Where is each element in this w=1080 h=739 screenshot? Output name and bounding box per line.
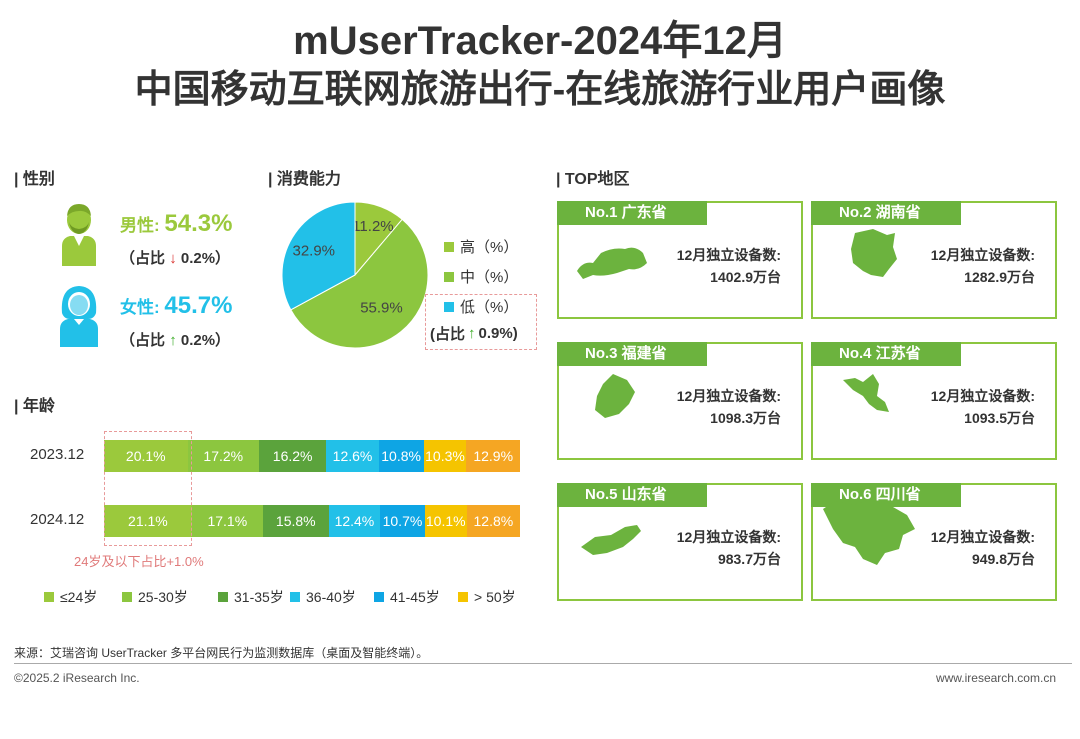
arrow-down-icon: ↓ [169, 250, 177, 267]
source-note: 来源：艾瑞咨询 UserTracker 多平台网民行为监测数据库（桌面及智能终端… [14, 646, 429, 660]
section-gender: | 性别 [14, 171, 55, 188]
age-bar-segment: 17.1% [191, 505, 263, 537]
region-rank-tag: No.3 福建省 [557, 342, 707, 366]
low-change-note: (占比 ↑ 0.9%) [430, 325, 518, 343]
region-metric-label: 12月独立设备数: [676, 388, 781, 404]
region-metric-label: 12月独立设备数: [930, 388, 1035, 404]
female-change: （占比 ↑ 0.2%） [120, 332, 231, 349]
region-card: No.1 广东省 12月独立设备数: 1402.9万台 [557, 201, 803, 319]
region-rank-tag: No.1 广东省 [557, 201, 707, 225]
age-legend: ≤24岁 25-30岁 31-35岁 36-40岁 41-45岁 > 50岁 [44, 587, 544, 607]
page-title: mUserTracker-2024年12月 [293, 19, 787, 63]
region-metric-value: 1402.9万台 [710, 269, 781, 285]
age-bar-segment: 12.4% [328, 505, 381, 537]
age-legend-item: > 50岁 [458, 587, 516, 607]
region-metric-label: 12月独立设备数: [930, 247, 1035, 263]
age-bar-segment: 10.8% [378, 440, 424, 472]
region-rank-tag: No.4 江苏省 [811, 342, 961, 366]
female-label: 女性: 45.7% [120, 292, 233, 319]
male-change: （占比 ↓ 0.2%） [120, 250, 231, 267]
age-bar-segment: 10.1% [424, 505, 467, 537]
pie-slice-mid [290, 218, 429, 349]
region-metric-value: 983.7万台 [717, 551, 781, 567]
arrow-up-icon: ↑ [169, 332, 177, 349]
footer-divider [14, 663, 1072, 664]
age-bar-segment: 12.8% [466, 505, 520, 537]
female-icon [60, 286, 98, 347]
pie-slice-low-label: 32.9% [292, 242, 335, 259]
pie-slice-high-label: 11.2% [352, 218, 393, 235]
section-age: | 年龄 [14, 398, 55, 415]
pie-slice-low [281, 201, 356, 311]
legend-mid: 中（%） [444, 266, 518, 287]
male-label: 男性: 54.3% [120, 210, 233, 237]
age-legend-item: 25-30岁 [122, 587, 188, 607]
region-metric-value: 1098.3万台 [710, 410, 781, 426]
age-row-label-2023: 2023.12 [30, 446, 85, 463]
region-metric-value: 949.8万台 [971, 551, 1035, 567]
age-bar-row: 20.1% 17.2% 16.2% 12.6% 10.8% 10.3% 12.9% [104, 440, 520, 472]
province-map-icon [851, 229, 897, 277]
age-legend-item: ≤24岁 [44, 587, 97, 607]
section-top-regions: | TOP地区 [556, 171, 630, 188]
age-legend-item: 31-35岁 [218, 587, 284, 607]
pie-slice-mid-label: 55.9% [360, 300, 403, 317]
age-bar-segment: 12.6% [326, 440, 379, 472]
region-card: No.6 四川省 12月独立设备数: 949.8万台 [811, 483, 1057, 601]
age-change-note: 24岁及以下占比+1.0% [74, 554, 204, 569]
region-card: No.5 山东省 12月独立设备数: 983.7万台 [557, 483, 803, 601]
age-bar-segment: 17.2% [187, 440, 259, 472]
region-metric-label: 12月独立设备数: [930, 529, 1035, 545]
age-bar-row: 21.1% 17.1% 15.8% 12.4% 10.7% 10.1% 12.8% [104, 505, 520, 537]
low-highlight-box [425, 294, 537, 350]
province-map-icon [823, 499, 915, 565]
province-map-icon [577, 247, 647, 279]
age-bar-segment: 15.8% [262, 505, 329, 537]
age-bar-segment: 20.1% [104, 440, 188, 472]
region-card: No.2 湖南省 12月独立设备数: 1282.9万台 [811, 201, 1057, 319]
region-card: No.4 江苏省 12月独立设备数: 1093.5万台 [811, 342, 1057, 460]
page-subtitle: 中国移动互联网旅游出行-在线旅游行业用户画像 [134, 69, 946, 111]
age-bar-segment: 16.2% [259, 440, 327, 472]
age-bar-segment: 10.7% [380, 505, 425, 537]
province-map-icon [595, 374, 635, 418]
region-metric-value: 1093.5万台 [964, 410, 1035, 426]
male-value: 54.3% [164, 210, 233, 237]
arrow-up-icon: ↑ [468, 325, 476, 342]
age-bar-segment: 10.3% [423, 440, 467, 472]
consumption-pie-chart: 11.2% 55.9% 32.9% [281, 201, 429, 349]
province-map-icon [843, 374, 889, 412]
legend-low: 低（%） [444, 296, 518, 317]
copyright: ©2025.2 iResearch Inc. [14, 671, 140, 685]
region-metric-label: 12月独立设备数: [676, 529, 781, 545]
legend-high: 高（%） [444, 236, 518, 257]
age-row-label-2024: 2024.12 [30, 511, 85, 528]
age-bar-segment: 12.9% [466, 440, 520, 472]
age-highlight-box [104, 431, 192, 546]
age-legend-item: 36-40岁 [290, 587, 356, 607]
female-value: 45.7% [164, 292, 233, 319]
age-legend-item: 41-45岁 [374, 587, 440, 607]
male-icon [62, 204, 96, 266]
region-metric-value: 1282.9万台 [964, 269, 1035, 285]
website-link[interactable]: www.iresearch.com.cn [935, 671, 1056, 685]
region-rank-tag: No.5 山东省 [557, 483, 707, 507]
region-rank-tag: No.2 湖南省 [811, 201, 961, 225]
region-metric-label: 12月独立设备数: [676, 247, 781, 263]
province-map-icon [581, 525, 641, 555]
age-bar-segment: 21.1% [104, 505, 192, 537]
section-consumption: | 消费能力 [268, 171, 341, 188]
region-card: No.3 福建省 12月独立设备数: 1098.3万台 [557, 342, 803, 460]
